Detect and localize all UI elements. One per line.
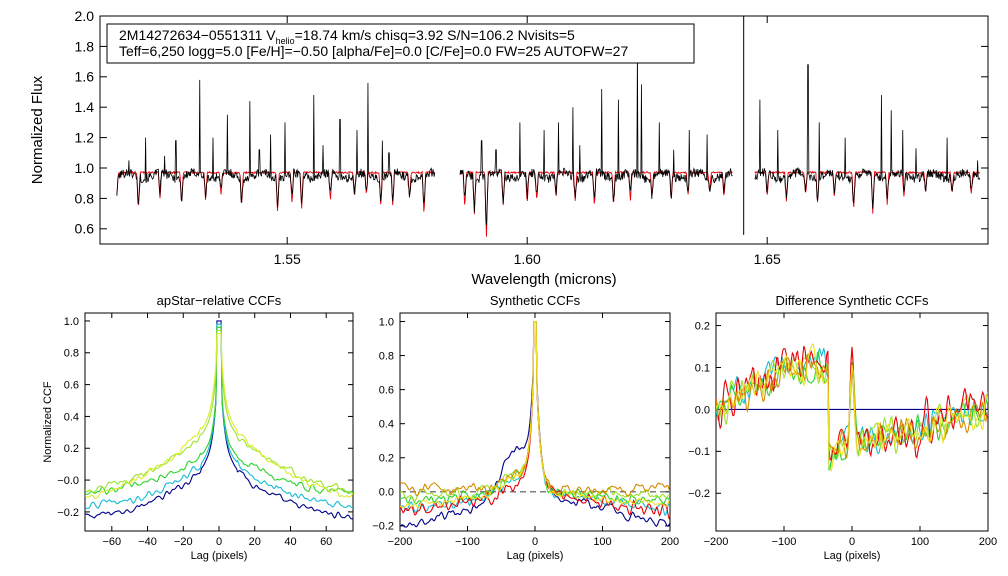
spectrum-model-series-chip-2 <box>459 170 733 237</box>
apstar-ccf-xtick-label: 40 <box>284 536 296 548</box>
synthetic-ccf-plot-area <box>400 320 670 528</box>
difference-ccf-plot-frame <box>715 312 989 532</box>
apstar-ccf-series-yellowgreen <box>85 333 353 500</box>
synthetic-ccf-series-cyan <box>400 320 670 516</box>
synthetic-ccf-title: Synthetic CCFs <box>490 293 581 308</box>
spectrum-xtick-label: 1.65 <box>754 251 781 267</box>
annotation-helio-subscript: helio <box>276 36 295 46</box>
apstar-ccf-xtick-label: −40 <box>138 536 157 548</box>
difference-ccf-xtick-label: 0 <box>849 536 855 548</box>
synthetic-ccf-xtick-label: −200 <box>388 536 413 548</box>
synthetic-ccf-panel: −200 −100 0 100 200 −0.2 0.0 0.2 0.4 0.6 0.8 1.0 Lag… <box>372 293 679 562</box>
spectrum-observed-series-chip-3 <box>754 64 981 209</box>
apstar-ccf-ytick-label: 1.0 <box>64 316 79 328</box>
difference-ccf-series-yellow <box>716 343 988 472</box>
annotation-star-and-v: 2M14272634−0551311 V <box>119 27 276 43</box>
spectrum-ytick-label: 0.6 <box>75 221 95 237</box>
difference-ccf-ytick-label: −0.2 <box>688 488 710 500</box>
spectrum-observed-series-chip-1 <box>116 79 436 208</box>
synthetic-ccf-series-lime <box>400 320 670 503</box>
apstar-ccf-series-cyan <box>85 323 353 510</box>
synthetic-ccf-xtick-label: −100 <box>455 536 480 548</box>
synthetic-ccf-series-orange <box>400 320 670 497</box>
synthetic-ccf-ytick-label: 0.2 <box>379 453 394 465</box>
apstar-ccf-series-lime <box>85 329 353 495</box>
spectrum-ytick-label: 0.8 <box>75 190 95 206</box>
difference-ccf-xlabel: Lag (pixels) <box>824 550 881 562</box>
spectrum-panel: 1.55 1.60 1.65 0.6 0.8 1.0 1.2 1.4 1.6 1.8 2.0 Wave… <box>29 8 989 288</box>
synthetic-ccf-series-navy <box>400 320 670 528</box>
synthetic-ccf-ytick-label: −0.2 <box>372 521 394 533</box>
synthetic-ccf-xtick-label: 100 <box>593 536 611 548</box>
spectrum-observed-series-chip-2 <box>459 46 733 226</box>
difference-ccf-ytick-label: −0.1 <box>688 446 710 458</box>
synthetic-ccf-xlabel: Lag (pixels) <box>507 550 564 562</box>
spectrum-xtick-label: 1.60 <box>514 251 541 267</box>
apstar-ccf-plot-area <box>85 320 353 520</box>
apstar-ccf-ytick-label: 0.8 <box>64 348 79 360</box>
synthetic-ccf-series-green <box>400 320 670 505</box>
spectrum-ytick-label: 1.8 <box>75 38 95 54</box>
difference-ccf-xtick-label: 100 <box>911 536 929 548</box>
spectrum-plot-frame <box>99 15 989 245</box>
apstar-ccf-xtick-label: 0 <box>216 536 222 548</box>
spectrum-ylabel: Normalized Flux <box>29 75 46 184</box>
apstar-ccf-ytick-label: −0.2 <box>57 507 79 519</box>
difference-ccf-ytick-label: 0.0 <box>695 404 710 416</box>
synthetic-ccf-series-yellow <box>400 320 670 509</box>
spectrum-ytick-label: 1.0 <box>75 160 95 176</box>
spectrum-ytick-label: 1.6 <box>75 69 95 85</box>
apstar-ccf-ylabel: Normalized CCF <box>42 381 54 463</box>
apstar-ccf-ytick-label: 0.2 <box>64 443 79 455</box>
spectrum-plot-area <box>116 16 981 237</box>
spectrum-ytick-label: 1.2 <box>75 130 95 146</box>
difference-ccf-panel: −200 −100 0 100 200 −0.2 −0.1 0.0 0.1 0.2 Lag (pix… <box>688 293 997 562</box>
apstar-ccf-xtick-label: 20 <box>249 536 261 548</box>
synthetic-ccf-xtick-label: 200 <box>661 536 679 548</box>
apstar-ccf-panel: −60 −40 −20 0 20 40 60 −0.2 −0.0 0.2 0.4 0.6 0.8 1.0 L… <box>42 293 354 562</box>
synthetic-ccf-series-red <box>400 320 670 521</box>
difference-ccf-xtick-label: −100 <box>772 536 797 548</box>
spectrum-ytick-label: 1.4 <box>75 99 95 115</box>
annotation-line-2: Teff=6,250 logg=5.0 [Fe/H]=−0.50 [alpha/… <box>119 43 628 59</box>
synthetic-ccf-xtick-label: 0 <box>532 536 538 548</box>
apstar-ccf-xtick-label: 60 <box>320 536 332 548</box>
apstar-ccf-ytick-label: 0.6 <box>64 379 79 391</box>
synthetic-ccf-ytick-label: 0.4 <box>379 419 394 431</box>
difference-ccf-ytick-label: 0.1 <box>695 362 710 374</box>
synthetic-ccf-ytick-label: 0.0 <box>379 487 394 499</box>
annotation-line-1: 2M14272634−0551311 Vhelio=18.74 km/s chi… <box>119 27 575 46</box>
annotation-stats: =18.74 km/s chisq=3.92 S/N=106.2 Nvisits… <box>295 27 575 43</box>
synthetic-ccf-ytick-label: 0.6 <box>379 384 394 396</box>
spectrum-xlabel: Wavelength (microns) <box>471 271 616 288</box>
apstar-ccf-series-green <box>85 326 353 495</box>
apstar-ccf-xtick-label: −60 <box>102 536 121 548</box>
apstar-ccf-series-navy <box>85 320 353 520</box>
difference-ccf-xtick-label: −200 <box>704 536 729 548</box>
difference-ccf-xtick-label: 200 <box>979 536 997 548</box>
spectrum-xtick-label: 1.55 <box>274 251 301 267</box>
spectrum-ytick-label: 2.0 <box>75 8 95 24</box>
apstar-ccf-xlabel: Lag (pixels) <box>191 550 248 562</box>
synthetic-ccf-ytick-label: 0.8 <box>379 350 394 362</box>
apstar-ccf-ytick-label: 0.4 <box>64 411 79 423</box>
difference-ccf-plot-area <box>716 343 988 472</box>
annotation-box <box>106 23 695 64</box>
synthetic-ccf-ytick-label: 1.0 <box>379 316 394 328</box>
apstar-ccf-ytick-label: −0.0 <box>57 475 79 487</box>
apstar-ccf-title: apStar−relative CCFs <box>157 293 282 308</box>
difference-ccf-title: Difference Synthetic CCFs <box>776 293 929 308</box>
apstar-ccf-xtick-label: −20 <box>174 536 193 548</box>
difference-ccf-ytick-label: 0.2 <box>695 320 710 332</box>
spectrum-annotation: 2M14272634−0551311 Vhelio=18.74 km/s chi… <box>106 23 695 64</box>
